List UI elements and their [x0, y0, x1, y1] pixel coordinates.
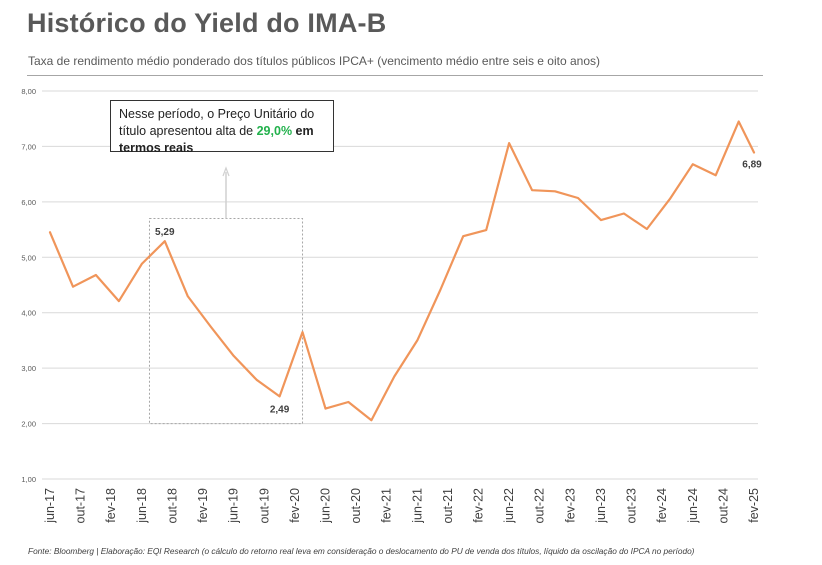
- source-note: Fonte: Bloomberg | Elaboração: EQI Resea…: [28, 546, 695, 556]
- x-tick-label: fev-25: [747, 488, 761, 523]
- callout-text: Nesse período, o Preço Unitário do títul…: [119, 107, 315, 138]
- data-point: [324, 407, 327, 410]
- x-tick-label: jun-19: [227, 488, 241, 524]
- series-line-0: [48, 120, 756, 422]
- x-tick-label: out-23: [625, 488, 639, 523]
- x-tick-label: out-22: [533, 488, 547, 523]
- data-point: [714, 174, 717, 177]
- y-tick-label: 3,00: [21, 364, 36, 373]
- data-point: [691, 163, 694, 165]
- data-point: [737, 120, 740, 123]
- data-point: [141, 263, 143, 265]
- x-tick-label: fev-19: [196, 488, 210, 523]
- data-point: [623, 212, 625, 215]
- y-tick-label: 7,00: [21, 142, 36, 151]
- highlight-box-layer: [148, 166, 304, 425]
- x-tick-label: out-19: [257, 488, 271, 523]
- x-tick-label: jun-20: [318, 488, 332, 524]
- x-tick-label: out-18: [165, 488, 179, 523]
- data-point: [186, 295, 189, 297]
- x-tick-label: jun-24: [686, 488, 700, 524]
- data-point: [462, 235, 465, 238]
- y-tick-label: 8,00: [21, 87, 36, 96]
- chart-subtitle: Taxa de rendimento médio ponderado dos t…: [28, 54, 600, 68]
- data-label-layer: 5,29 2,49 6,89: [155, 160, 762, 416]
- x-tick-label: jun-18: [135, 488, 149, 524]
- data-point: [347, 401, 350, 403]
- y-tick-label: 5,00: [21, 253, 36, 262]
- data-point: [508, 142, 510, 144]
- x-tick-label: fev-18: [104, 488, 118, 523]
- yield-line-chart: 1,00 2,00 3,00 4,00 5,00 6,00 7,00 8,00 jun-17 o…: [21, 87, 762, 524]
- x-tick-label: out-21: [441, 488, 455, 523]
- x-tick-label: jun-17: [43, 488, 57, 524]
- data-point: [278, 395, 281, 398]
- x-tick-label: fev-23: [563, 488, 577, 523]
- data-label: 6,89: [742, 160, 762, 171]
- y-tick-label: 2,00: [21, 420, 36, 429]
- x-tick-label: out-20: [349, 488, 363, 523]
- chart-title: Histórico do Yield do IMA-B: [27, 8, 387, 38]
- data-point: [393, 375, 396, 378]
- data-point: [753, 151, 755, 154]
- data-point: [72, 285, 74, 288]
- data-point: [370, 419, 373, 422]
- x-tick-label: out-24: [716, 488, 730, 523]
- data-point: [554, 190, 556, 193]
- data-point: [118, 300, 120, 302]
- highlight-period-box: [148, 217, 304, 425]
- title-divider: [27, 75, 763, 76]
- data-point: [646, 228, 648, 230]
- y-tick-label: 4,00: [21, 309, 36, 318]
- y-tick-labels: 1,00 2,00 3,00 4,00 5,00 6,00 7,00 8,00: [21, 87, 36, 484]
- data-point: [577, 197, 579, 199]
- data-point: [163, 240, 166, 243]
- x-tick-label: fev-21: [380, 488, 394, 523]
- callout-highlight: 29,0%: [256, 124, 293, 138]
- x-tick-label: out-17: [74, 488, 88, 523]
- data-point: [301, 331, 304, 333]
- data-point: [49, 231, 51, 234]
- x-tick-label: jun-22: [502, 488, 516, 524]
- data-point: [209, 325, 212, 328]
- x-tick-label: jun-21: [410, 488, 424, 524]
- data-point: [531, 189, 533, 192]
- data-label: 2,49: [270, 404, 290, 415]
- y-tick-label: 1,00: [21, 475, 36, 484]
- data-point: [485, 229, 487, 231]
- annotation-callout: Nesse período, o Preço Unitário do títul…: [110, 100, 334, 155]
- x-tick-label: jun-23: [594, 488, 608, 524]
- callout-bold-end: termos reais: [119, 141, 194, 155]
- x-tick-label: fev-22: [472, 488, 486, 523]
- x-tick-label: fev-20: [288, 488, 302, 523]
- callout-arrow-head: [222, 166, 230, 177]
- data-point: [232, 355, 235, 357]
- x-tick-label: fev-24: [655, 488, 669, 523]
- x-tick-labels: jun-17 out-17 fev-18 jun-18 out-18 fev-19 jun-…: [43, 488, 761, 524]
- data-point: [439, 289, 442, 291]
- data-point: [669, 198, 671, 200]
- data-point: [600, 219, 602, 221]
- callout-text-middle: em: [292, 124, 314, 138]
- data-point: [255, 378, 258, 381]
- data-point: [416, 339, 419, 342]
- data-label: 5,29: [155, 227, 175, 238]
- series-layer: [48, 120, 756, 422]
- data-point: [95, 274, 97, 276]
- y-tick-label: 6,00: [21, 198, 36, 207]
